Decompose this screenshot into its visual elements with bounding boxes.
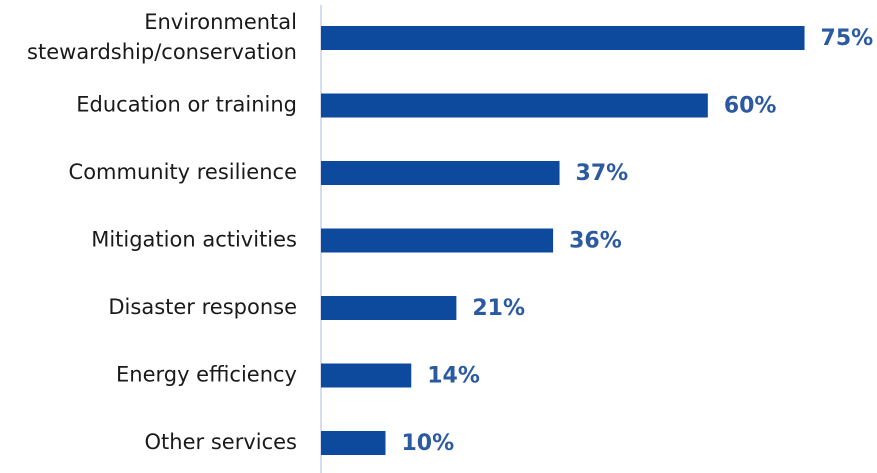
- category-label-line: Environmental: [144, 10, 297, 34]
- value-label: 36%: [569, 229, 622, 254]
- bar: [321, 363, 412, 388]
- bar: [321, 93, 708, 118]
- category-label: Energy efficiency: [116, 363, 297, 387]
- bar: [321, 26, 805, 50]
- bar: [321, 161, 560, 185]
- category-label: Disaster response: [108, 295, 297, 319]
- category-label: Environmental stewardship/conservation: [27, 10, 297, 64]
- value-label: 21%: [472, 296, 525, 321]
- value-label: 37%: [576, 161, 629, 186]
- bar: [321, 228, 554, 253]
- value-label: 60%: [724, 94, 777, 119]
- category-label: Other services: [145, 430, 297, 454]
- category-label: Education or training: [76, 93, 297, 117]
- value-label: 10%: [401, 431, 454, 456]
- bar: [321, 296, 457, 320]
- category-label: Mitigation activities: [91, 228, 297, 252]
- category-label: Community resilience: [69, 160, 297, 184]
- value-label: 75%: [821, 26, 874, 51]
- value-label: 14%: [427, 364, 480, 389]
- category-label-line: stewardship/conservation: [27, 40, 297, 64]
- bar: [321, 431, 386, 455]
